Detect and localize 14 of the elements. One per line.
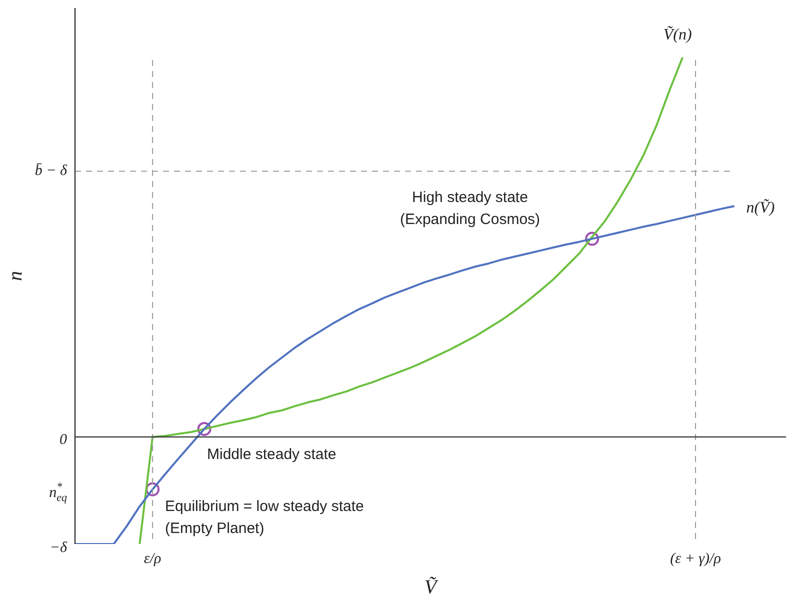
annotation: High steady state: [412, 189, 528, 206]
x-axis-title: Ṽ: [424, 576, 440, 598]
annotation: (Empty Planet): [165, 520, 264, 538]
series-label: Ṽ(n): [663, 26, 692, 44]
annotation: (Expanding Cosmos): [400, 211, 540, 228]
annotation: Middle steady state: [207, 446, 336, 464]
series-label: n(Ṽ): [746, 198, 775, 216]
text: 0: [60, 432, 68, 448]
ref-line-label: b̄ − δ: [34, 162, 68, 180]
text: −δ: [50, 540, 68, 556]
annotation: Equilibrium = low steady state: [165, 498, 364, 516]
x-tick-label: ε/ρ: [144, 550, 162, 567]
x-tick-label: (ε + γ)/ρ: [670, 550, 721, 567]
y-axis-title: n: [4, 271, 26, 281]
